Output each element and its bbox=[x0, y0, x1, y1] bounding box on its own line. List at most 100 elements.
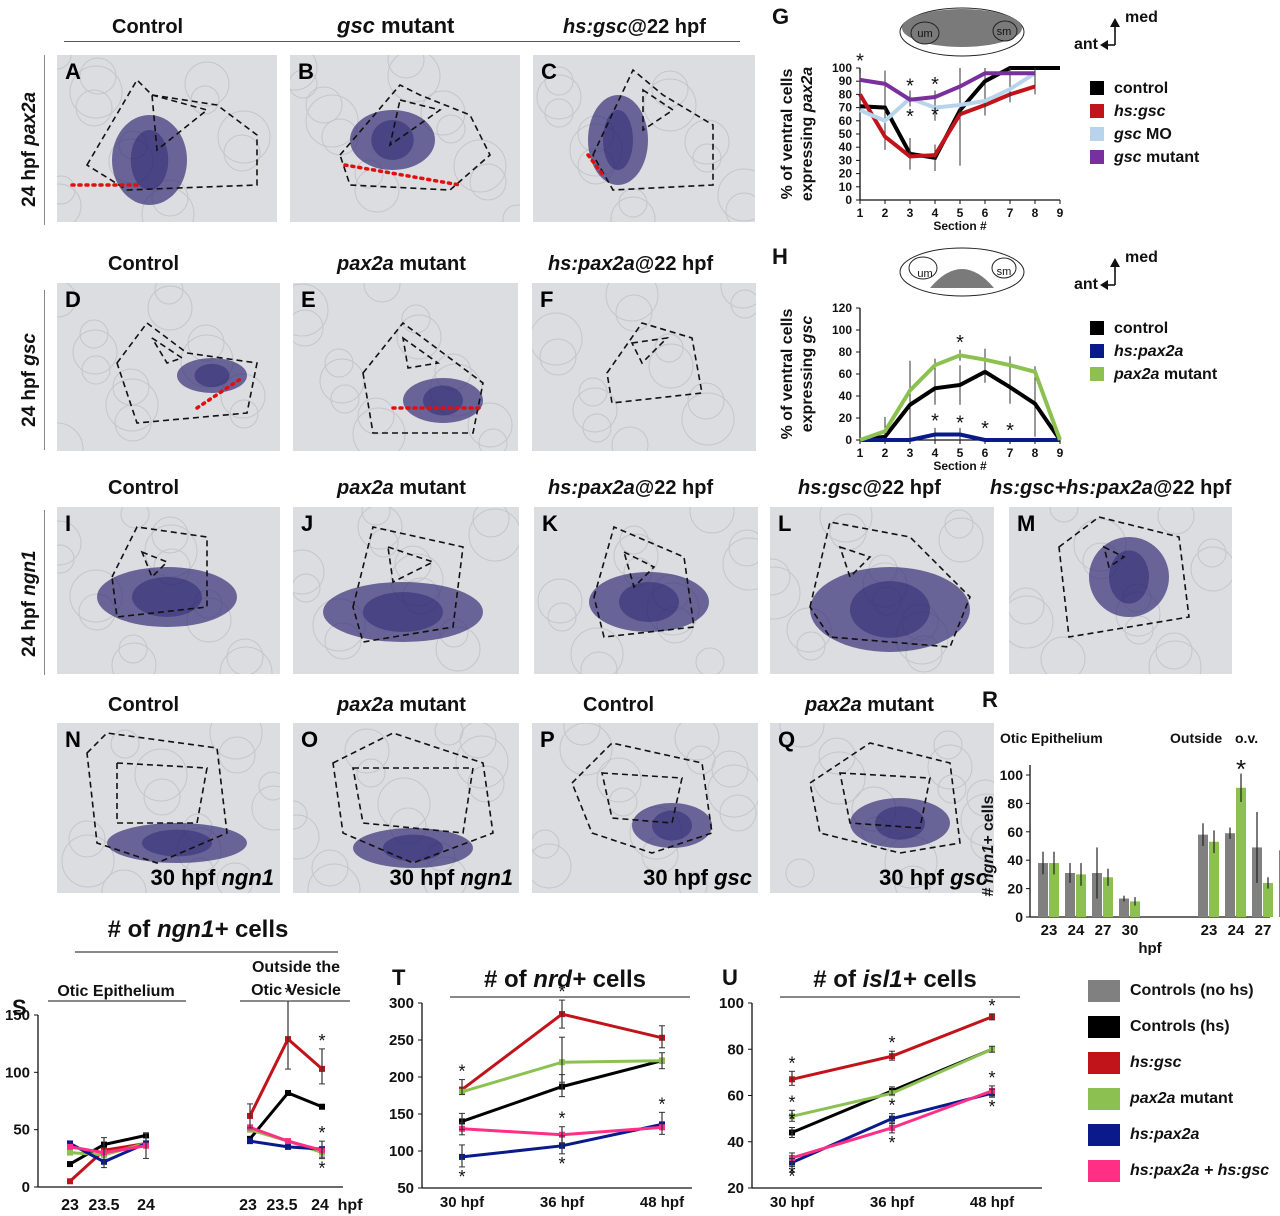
y-tick-label: 20 bbox=[839, 167, 853, 181]
micrograph-image bbox=[293, 723, 519, 893]
label-part: # of bbox=[484, 966, 533, 993]
panel-letter: I bbox=[65, 511, 72, 536]
tissue-background bbox=[532, 283, 756, 451]
y-axis-title-line2: expressing gsc bbox=[799, 316, 816, 433]
series-line bbox=[859, 71, 1037, 124]
legend-label: Controls (hs) bbox=[1130, 1018, 1230, 1035]
cell-outline bbox=[944, 509, 974, 539]
y-tick-label: 300 bbox=[389, 995, 414, 1012]
series-line bbox=[859, 353, 1062, 442]
x-tick-label: 24 bbox=[1068, 922, 1085, 939]
gene-name: gsc bbox=[337, 13, 375, 38]
panel-letter: D bbox=[65, 287, 81, 312]
cell-outline bbox=[544, 66, 574, 96]
stain-core bbox=[130, 130, 169, 190]
x-tick-label: 3 bbox=[907, 446, 914, 460]
cell-outline bbox=[110, 729, 140, 759]
significance-star: * bbox=[788, 1167, 795, 1187]
label-part: hs:pax2a bbox=[1114, 343, 1183, 360]
cell-outline bbox=[57, 175, 76, 205]
y-tick-label: 60 bbox=[839, 367, 853, 381]
ear-schematic: um sm bbox=[899, 247, 1025, 297]
title-underline bbox=[64, 41, 740, 42]
cell-outline bbox=[352, 407, 406, 451]
y-tick-label: 40 bbox=[839, 389, 853, 403]
cell-outline bbox=[502, 204, 520, 222]
significance-star: * bbox=[856, 50, 864, 72]
legend-label: hs:gsc bbox=[1130, 1054, 1182, 1071]
x-tick-label: 27 bbox=[1095, 922, 1112, 939]
cell-outline bbox=[472, 507, 510, 538]
bar bbox=[1076, 874, 1086, 917]
lumen-outline bbox=[600, 772, 683, 824]
micrograph-panel-c: C bbox=[533, 55, 755, 222]
cell-outline bbox=[290, 55, 318, 91]
row-label-time: 24 hpf bbox=[19, 595, 40, 657]
label-part: control bbox=[1114, 320, 1168, 337]
cell-outline bbox=[467, 402, 513, 448]
legend-entry: pax2a mutant bbox=[1088, 1088, 1233, 1110]
label-part: # bbox=[980, 883, 997, 896]
title-rest: @22 hpf bbox=[634, 253, 714, 275]
title-rest: @22 hpf bbox=[634, 477, 714, 499]
micrograph-panel-d: D bbox=[57, 283, 280, 451]
y-tick-label: 100 bbox=[389, 1143, 414, 1160]
x-tick-label: 6 bbox=[982, 206, 989, 220]
x-tick-label: 8 bbox=[1032, 206, 1039, 220]
y-tick-label: 0 bbox=[845, 433, 852, 447]
cell-outline bbox=[711, 750, 749, 788]
cell-outline bbox=[770, 558, 791, 596]
cell-outline bbox=[559, 723, 613, 776]
otic-vesicle-outline bbox=[85, 78, 258, 191]
significance-star: * bbox=[956, 413, 964, 435]
significance-star: * bbox=[788, 1053, 795, 1073]
y-tick-label: 50 bbox=[13, 1122, 30, 1139]
otic-vesicle-outline bbox=[809, 742, 961, 854]
x-tick-label: 3 bbox=[907, 206, 914, 220]
cell-outline bbox=[687, 382, 725, 420]
cell-outline bbox=[111, 642, 157, 674]
row-label-gsc: 24 hpf gsc bbox=[19, 307, 41, 427]
y-tick-label: 120 bbox=[832, 301, 852, 315]
cell-outline bbox=[79, 57, 117, 95]
cell-outline bbox=[226, 638, 264, 674]
chart-u: # of isl1+ cells U 20 40 60 80 100 30 hpf 36 hpf… bbox=[700, 955, 1070, 1216]
significance-star: * bbox=[906, 106, 914, 128]
x-tick-label: 48 hpf bbox=[640, 1194, 685, 1211]
cell-outline bbox=[305, 94, 359, 148]
cell-outline bbox=[324, 348, 354, 378]
cell-outline bbox=[154, 283, 184, 305]
label-part: pax2a bbox=[1113, 366, 1159, 383]
cell-outline bbox=[966, 779, 994, 817]
significance-star: * bbox=[988, 1068, 995, 1088]
cell-outline bbox=[720, 283, 756, 309]
group-label: Otic Vesicle bbox=[251, 982, 341, 999]
cell-outline bbox=[707, 764, 758, 818]
saccular-macula bbox=[991, 257, 1017, 279]
x-tick-label: 30 bbox=[1122, 922, 1139, 939]
cell-outline bbox=[354, 167, 400, 213]
label-part: hs:gsc bbox=[1114, 103, 1166, 120]
y-tick-label: 80 bbox=[1007, 795, 1023, 811]
cell-outline bbox=[610, 196, 656, 222]
legend-label: hs:pax2a bbox=[1130, 1126, 1200, 1143]
cell-outline bbox=[387, 55, 441, 103]
cell-outline bbox=[344, 728, 390, 774]
legend-entry: Controls (hs) bbox=[1088, 1016, 1230, 1038]
stage-time: 30 hpf bbox=[150, 865, 222, 890]
chart-t: # of nrd+ cells T 50 100 150 200 250 300 30 hpf 3… bbox=[370, 955, 700, 1216]
cell-outline bbox=[728, 529, 758, 567]
x-tick-label: 23.5 bbox=[88, 1197, 119, 1214]
legend-entry: hs:pax2a bbox=[1088, 1124, 1199, 1146]
cell-outline bbox=[619, 525, 649, 555]
panel-letter: F bbox=[540, 287, 554, 312]
title-rest: @22 hpf bbox=[627, 16, 706, 38]
micrograph-image bbox=[532, 283, 756, 451]
y-tick-label: 80 bbox=[839, 87, 853, 101]
cell-outline bbox=[674, 723, 720, 761]
significance-star: * bbox=[558, 1154, 565, 1174]
cell-outline bbox=[468, 508, 519, 562]
schematic-label-um: um bbox=[917, 268, 932, 280]
